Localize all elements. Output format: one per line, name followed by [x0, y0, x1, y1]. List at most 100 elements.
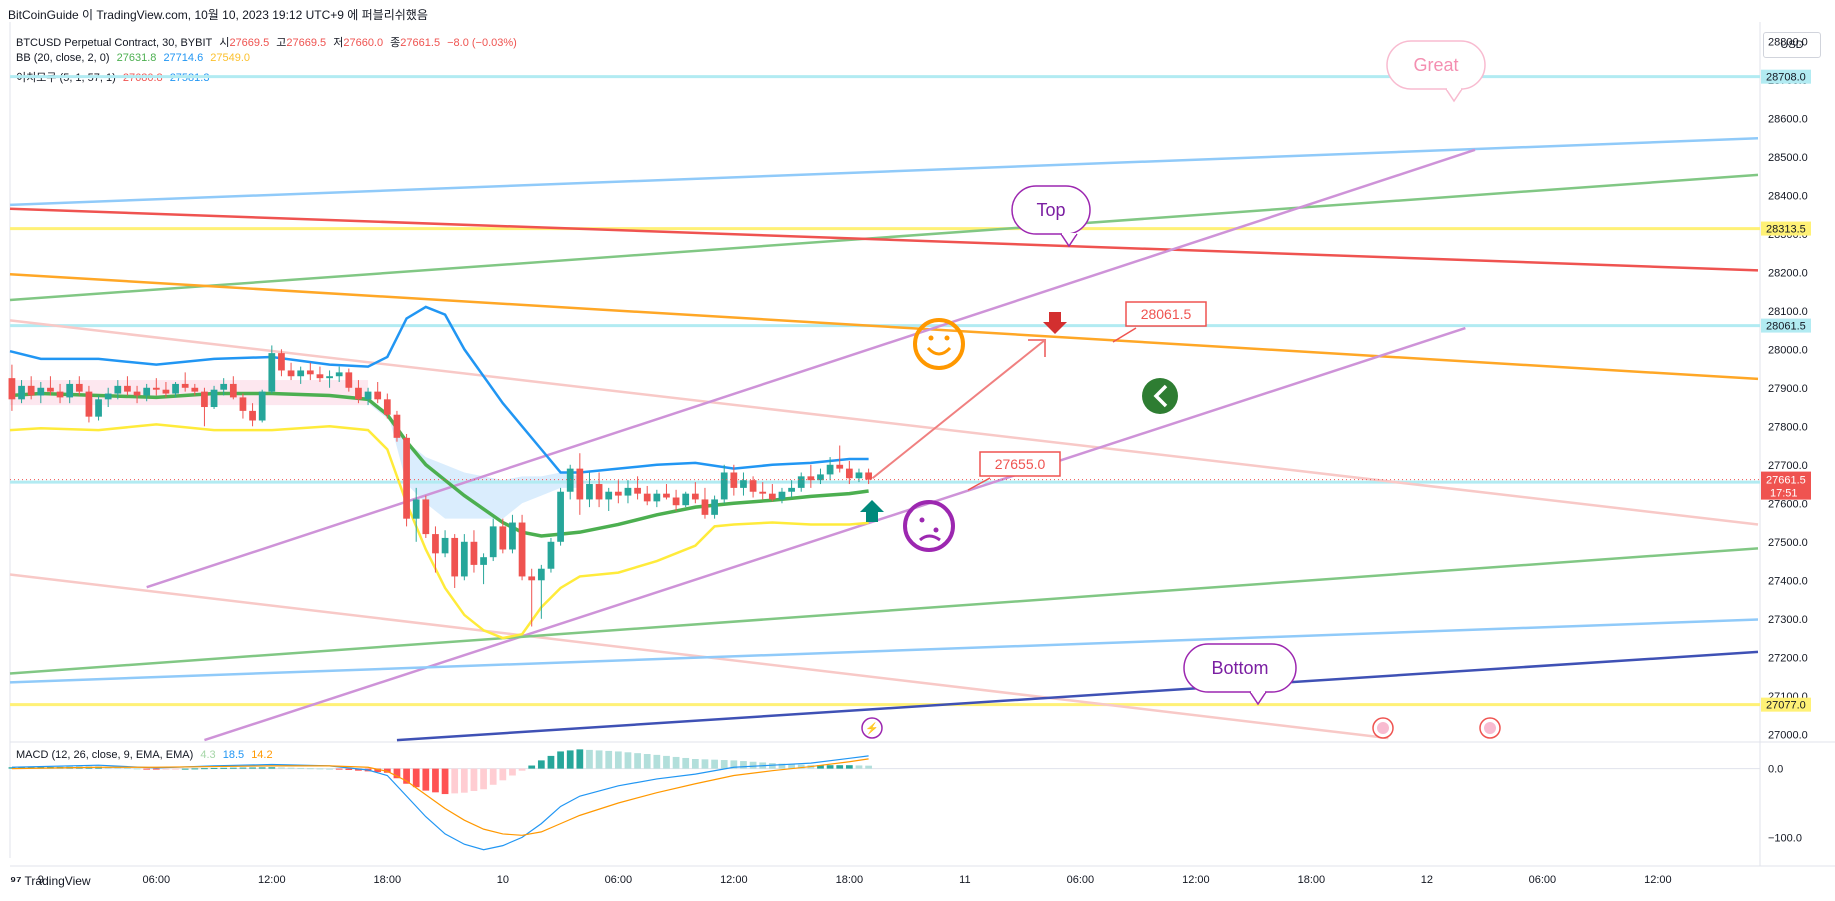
candle [278, 353, 285, 371]
macd-label[interactable]: MACD (12, 26, close, 9, EMA, EMA) [16, 749, 194, 761]
price-tick-label: 27000.0 [1768, 729, 1808, 741]
candle [355, 387, 362, 400]
candle [682, 493, 690, 506]
candle [470, 541, 478, 565]
candle [566, 468, 574, 492]
macd-histogram-bar [297, 767, 305, 769]
macd-histogram-bar [566, 750, 574, 769]
macd-histogram-bar [412, 768, 420, 788]
change-value: −8.0 (−0.03%) [447, 37, 517, 49]
candle [624, 487, 632, 496]
dividend-event-icon[interactable] [861, 717, 883, 739]
price-note-27655-label: 27655.0 [995, 456, 1046, 472]
candle [768, 493, 776, 500]
trendline-orange[interactable] [9, 272, 1759, 381]
macd-histogram-bar [778, 763, 786, 769]
great-callout-bubble[interactable] [1386, 40, 1486, 90]
back-chevron-icon[interactable] [1142, 378, 1178, 414]
candle [335, 372, 343, 377]
projection-arrow[interactable] [871, 339, 1046, 480]
candle [326, 376, 333, 379]
candle [162, 389, 170, 394]
price-tick-label: 27300.0 [1768, 614, 1808, 626]
level-price-tag-label: 27077.0 [1766, 700, 1806, 712]
candle [691, 493, 699, 500]
bb-low-value: 27549.0 [210, 52, 251, 64]
price-note-27655-box[interactable] [979, 451, 1061, 477]
top-callout-bubble[interactable] [1011, 185, 1091, 235]
worried-eye [919, 517, 925, 523]
bb-label[interactable]: BB (20, close, 2, 0) [16, 52, 110, 64]
trendline-red[interactable] [9, 207, 1759, 272]
time-tick-label: 18:00 [1298, 874, 1326, 886]
candle [509, 522, 516, 550]
close-value: 27661.5 [400, 37, 441, 49]
bottom-callout-bubble[interactable] [1183, 643, 1297, 693]
bb-mid-value: 27631.8 [116, 52, 157, 64]
macd-histogram-bar [355, 768, 362, 771]
macd-histogram-bar [528, 765, 536, 769]
price-tick-label: 27700.0 [1768, 460, 1808, 472]
candle [701, 499, 709, 515]
candle [8, 378, 16, 400]
bottom-callout-label: Bottom [1211, 658, 1268, 678]
macd-histogram-bar [749, 761, 757, 769]
price-note-28061-pointer [1112, 327, 1137, 343]
trendline-pink-upper[interactable] [9, 319, 1759, 526]
candle [287, 370, 295, 377]
candle [614, 491, 622, 496]
price-tick-label: 27400.0 [1768, 575, 1808, 587]
bottom-callout-bubble-tail [1249, 691, 1267, 706]
trendline-purple-upper[interactable] [146, 148, 1476, 589]
time-tick-label: 12 [1421, 874, 1433, 886]
trendline-green-lower[interactable] [9, 547, 1759, 675]
price-tick-label: 28200.0 [1768, 267, 1808, 279]
candle [826, 464, 834, 475]
price-note-28061-box[interactable] [1125, 301, 1207, 327]
trendline-purple-lower[interactable] [204, 326, 1466, 742]
time-tick-label: 18:00 [374, 874, 402, 886]
candle [759, 491, 767, 494]
trendline-blue-upper[interactable] [9, 137, 1759, 207]
macd-histogram-bar [403, 768, 410, 784]
macd-tick-label: 0.0 [1768, 764, 1783, 776]
trendline-blue-lower[interactable] [9, 618, 1759, 684]
candle [47, 387, 54, 392]
macd-histogram-bar [836, 765, 844, 769]
time-tick-label: 10 [497, 874, 509, 886]
trendline-navy[interactable] [396, 650, 1759, 742]
macd-histogram-bar [682, 757, 690, 769]
macd-histogram-bar [229, 767, 237, 769]
tradingview-brand[interactable]: ⁹⁷ TradingView [10, 873, 91, 888]
macd-histogram-bar [162, 768, 170, 770]
macd-histogram-bar [557, 751, 564, 769]
candle [740, 480, 747, 488]
candle [393, 414, 401, 438]
currency-button[interactable]: USD [1763, 32, 1821, 58]
macd-histogram-bar [865, 765, 872, 769]
symbol-name[interactable]: BTCUSD Perpetual Contract, 30, BYBIT [16, 37, 213, 49]
candle [220, 383, 228, 390]
candle [855, 472, 863, 479]
candle [191, 387, 199, 392]
great-callout-bubble-tail [1445, 88, 1463, 103]
candle [56, 391, 64, 398]
macd-histogram-bar [576, 749, 584, 769]
macd-histogram-bar [586, 749, 593, 769]
macd-histogram-bar [470, 768, 478, 791]
macd-histogram-bar [663, 755, 670, 769]
trendline-green-upper[interactable] [9, 173, 1759, 302]
candle [152, 387, 160, 390]
macd-histogram-bar [672, 756, 680, 769]
candle [210, 389, 218, 408]
macd-histogram-bar [191, 768, 199, 770]
macd-histogram-bar [605, 750, 613, 769]
macd-histogram-bar [220, 767, 228, 769]
macd-histogram-bar [316, 768, 324, 770]
candle [297, 370, 305, 377]
macd-histogram-bar [691, 759, 699, 769]
level-price-tag [1761, 697, 1811, 712]
candle [374, 391, 382, 400]
candle [124, 385, 131, 392]
